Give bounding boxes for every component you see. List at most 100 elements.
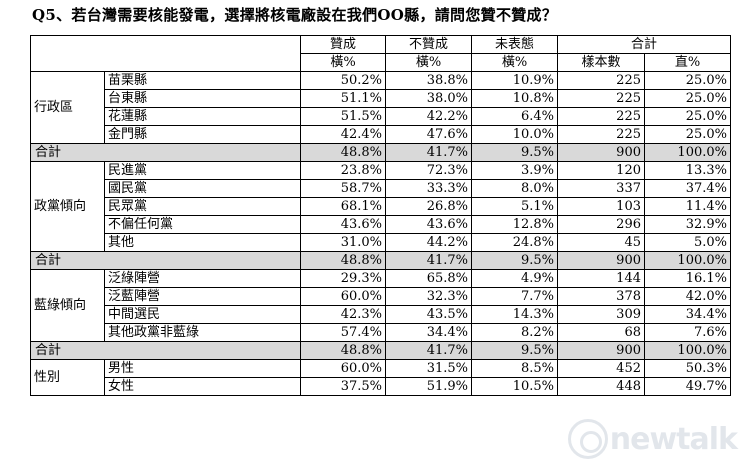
total-col-pct-cell: 100.0%: [644, 251, 731, 270]
group-label: 政黨傾向: [30, 161, 105, 252]
newtalk-logo-icon: [567, 419, 608, 459]
disagree-cell: 31.5%: [385, 359, 472, 378]
disagree-cell: 43.5%: [385, 305, 472, 324]
disagree-cell: 51.9%: [385, 377, 472, 396]
category-label: 金門縣: [104, 125, 301, 144]
header-row-pct-agree: 橫%: [300, 53, 386, 72]
table-row: 行政區 苗栗縣 50.2% 38.8% 10.9% 225 25.0%: [30, 71, 731, 144]
col-pct-cell: 11.4%: [644, 197, 731, 216]
col-pct-cell: 7.6%: [644, 323, 731, 342]
table-row: 藍綠傾向 泛綠陣營 29.3% 65.8% 4.9% 144 16.1%: [30, 269, 731, 342]
group-label: 行政區: [30, 71, 105, 144]
agree-cell: 57.4%: [300, 323, 386, 342]
header-row-pct-disagree: 橫%: [385, 53, 472, 72]
no-opinion-cell: 10.9%: [471, 71, 558, 90]
sample-size-cell: 309: [557, 305, 645, 324]
group-label: 性別: [30, 359, 105, 396]
table-row: 國民黨 58.7% 33.3% 8.0% 337 37.4%: [31, 179, 731, 198]
sample-size-cell: 225: [557, 107, 645, 126]
sample-size-cell: 225: [557, 125, 645, 144]
sample-size-cell: 378: [557, 287, 645, 306]
total-label: 合計: [30, 143, 301, 162]
category-label: 不偏任何黨: [104, 215, 301, 234]
disagree-cell: 44.2%: [385, 233, 472, 252]
no-opinion-cell: 4.9%: [471, 269, 558, 288]
header-agree: 贊成: [300, 35, 386, 54]
watermark-text: newtalk: [609, 421, 738, 457]
agree-cell: 60.0%: [300, 287, 386, 306]
disagree-cell: 65.8%: [385, 269, 472, 288]
col-pct-cell: 25.0%: [644, 107, 731, 126]
sample-size-cell: 448: [557, 377, 645, 396]
disagree-cell: 38.0%: [385, 89, 472, 108]
header-total: 合計: [557, 35, 731, 54]
disagree-cell: 34.4%: [385, 323, 472, 342]
category-label: 女性: [104, 377, 301, 396]
disagree-cell: 47.6%: [385, 125, 472, 144]
total-no-opinion-cell: 9.5%: [471, 251, 558, 270]
total-disagree-cell: 41.7%: [385, 341, 472, 360]
disagree-cell: 33.3%: [385, 179, 472, 198]
total-agree-cell: 48.8%: [300, 251, 386, 270]
header-no-opinion: 未表態: [471, 35, 558, 54]
category-label: 苗栗縣: [104, 71, 301, 90]
total-no-opinion-cell: 9.5%: [471, 143, 558, 162]
agree-cell: 31.0%: [300, 233, 386, 252]
category-label: 台東縣: [104, 89, 301, 108]
agree-cell: 50.2%: [300, 71, 386, 90]
agree-cell: 43.6%: [300, 215, 386, 234]
watermark: newtalk: [567, 419, 738, 459]
agree-cell: 37.5%: [300, 377, 386, 396]
no-opinion-cell: 10.8%: [471, 89, 558, 108]
category-label: 中間選民: [104, 305, 301, 324]
no-opinion-cell: 7.7%: [471, 287, 558, 306]
sample-size-cell: 68: [557, 323, 645, 342]
sample-size-cell: 120: [557, 161, 645, 180]
total-col-pct-cell: 100.0%: [644, 341, 731, 360]
no-opinion-cell: 8.0%: [471, 179, 558, 198]
no-opinion-cell: 5.1%: [471, 197, 558, 216]
total-no-opinion-cell: 9.5%: [471, 341, 558, 360]
sample-size-cell: 296: [557, 215, 645, 234]
sample-size-cell: 225: [557, 71, 645, 90]
category-label: 泛綠陣營: [104, 269, 301, 288]
header-row-main: 贊成 不贊成 未表態 合計: [30, 35, 731, 72]
total-agree-cell: 48.8%: [300, 143, 386, 162]
category-label: 民眾黨: [104, 197, 301, 216]
total-sample-size-cell: 900: [557, 143, 645, 162]
agree-cell: 58.7%: [300, 179, 386, 198]
col-pct-cell: 25.0%: [644, 125, 731, 144]
no-opinion-cell: 8.5%: [471, 359, 558, 378]
header-row-pct-no-opinion: 橫%: [471, 53, 558, 72]
disagree-cell: 32.3%: [385, 287, 472, 306]
col-pct-cell: 25.0%: [644, 89, 731, 108]
header-corner: [30, 35, 301, 72]
total-row: 合計 48.8% 41.7% 9.5% 900 100.0%: [30, 251, 731, 270]
total-agree-cell: 48.8%: [300, 341, 386, 360]
agree-cell: 29.3%: [300, 269, 386, 288]
category-label: 花蓮縣: [104, 107, 301, 126]
disagree-cell: 72.3%: [385, 161, 472, 180]
agree-cell: 42.3%: [300, 305, 386, 324]
crosstab-table: 贊成 不贊成 未表態 合計 橫% 橫% 橫% 樣本數 直% 行政區 苗栗縣 50.2…: [30, 35, 731, 396]
sample-size-cell: 144: [557, 269, 645, 288]
col-pct-cell: 13.3%: [644, 161, 731, 180]
table-row: 女性 37.5% 51.9% 10.5% 448 49.7%: [31, 377, 731, 396]
no-opinion-cell: 8.2%: [471, 323, 558, 342]
category-label: 其他: [104, 233, 301, 252]
no-opinion-cell: 10.5%: [471, 377, 558, 396]
col-pct-cell: 42.0%: [644, 287, 731, 306]
table-row: 其他政黨非藍綠 57.4% 34.4% 8.2% 68 7.6%: [31, 323, 731, 342]
no-opinion-cell: 24.8%: [471, 233, 558, 252]
sample-size-cell: 45: [557, 233, 645, 252]
col-pct-cell: 34.4%: [644, 305, 731, 324]
table-row: 金門縣 42.4% 47.6% 10.0% 225 25.0%: [31, 125, 731, 144]
category-label: 其他政黨非藍綠: [104, 323, 301, 342]
total-sample-size-cell: 900: [557, 251, 645, 270]
agree-cell: 60.0%: [300, 359, 386, 378]
total-disagree-cell: 41.7%: [385, 251, 472, 270]
col-pct-cell: 49.7%: [644, 377, 731, 396]
col-pct-cell: 37.4%: [644, 179, 731, 198]
table-row: 中間選民 42.3% 43.5% 14.3% 309 34.4%: [31, 305, 731, 324]
disagree-cell: 43.6%: [385, 215, 472, 234]
